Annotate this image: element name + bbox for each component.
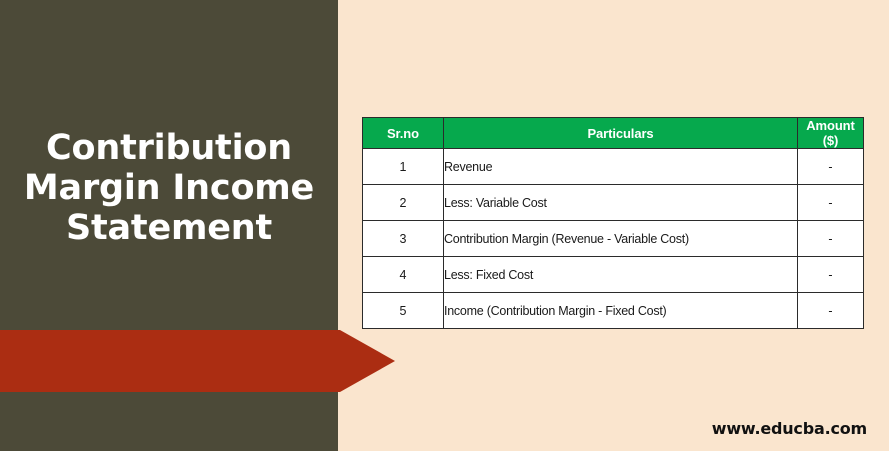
site-watermark: www.educba.com (711, 419, 867, 438)
table-body: 1 Revenue - 2 Less: Variable Cost - 3 Co… (362, 148, 864, 329)
cell-particulars: Less: Fixed Cost (443, 256, 798, 293)
cell-sr-no: 4 (362, 256, 444, 293)
table-row: 4 Less: Fixed Cost - (362, 256, 864, 293)
column-header-sr-no: Sr.no (362, 117, 444, 149)
cell-amount: - (797, 184, 864, 221)
page-title: Contribution Margin Income Statement (23, 128, 315, 248)
cell-sr-no: 2 (362, 184, 444, 221)
cell-sr-no: 3 (362, 220, 444, 257)
table-row: 3 Contribution Margin (Revenue - Variabl… (362, 220, 864, 257)
contribution-margin-table: Sr.no Particulars Amount ($) 1 Revenue -… (362, 117, 864, 329)
cell-particulars: Less: Variable Cost (443, 184, 798, 221)
red-arrow-banner (0, 330, 395, 392)
cell-sr-no: 5 (362, 292, 444, 329)
table-header-row: Sr.no Particulars Amount ($) (362, 117, 864, 149)
column-header-amount: Amount ($) (797, 117, 864, 149)
column-header-particulars: Particulars (443, 117, 798, 149)
cell-amount: - (797, 292, 864, 329)
cell-particulars: Income (Contribution Margin - Fixed Cost… (443, 292, 798, 329)
cell-amount: - (797, 148, 864, 185)
cell-amount: - (797, 256, 864, 293)
cell-particulars: Contribution Margin (Revenue - Variable … (443, 220, 798, 257)
table-header: Sr.no Particulars Amount ($) (362, 117, 864, 149)
table-row: 1 Revenue - (362, 148, 864, 185)
table-row: 5 Income (Contribution Margin - Fixed Co… (362, 292, 864, 329)
table-row: 2 Less: Variable Cost - (362, 184, 864, 221)
cell-particulars: Revenue (443, 148, 798, 185)
cell-sr-no: 1 (362, 148, 444, 185)
cell-amount: - (797, 220, 864, 257)
